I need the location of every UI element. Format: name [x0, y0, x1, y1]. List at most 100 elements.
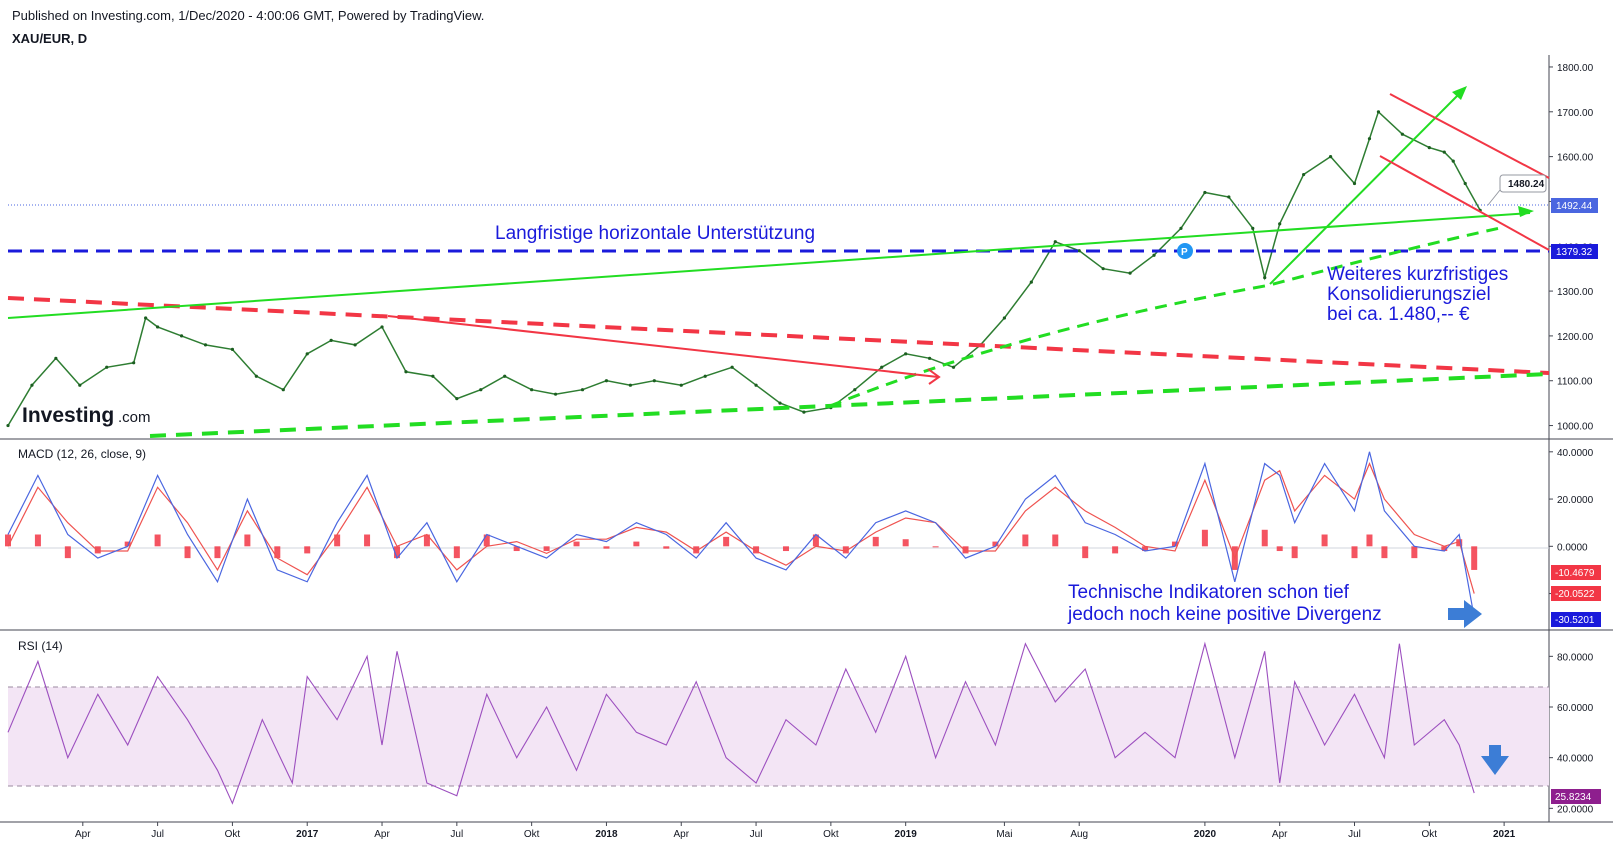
- macd-hist-bar: [543, 546, 550, 552]
- time-tick-label: Apr: [673, 829, 689, 840]
- svg-text:25.8234: 25.8234: [1555, 792, 1592, 803]
- macd-hist-bar: [782, 546, 789, 552]
- macd-hist-bar: [393, 546, 400, 559]
- macd-hist-bar: [962, 546, 969, 554]
- rsi-line: [7, 641, 1475, 805]
- red-dashed-trendline[interactable]: [7, 296, 1550, 375]
- macd-hist-bar: [1471, 546, 1478, 570]
- macd-hist-bar: [364, 534, 371, 547]
- macd-hist-bar: [633, 541, 640, 547]
- price-point: [679, 383, 683, 387]
- macd-hist-bar: [513, 546, 520, 552]
- green-dashed-curve[interactable]: [829, 226, 1501, 408]
- price-point: [503, 374, 507, 378]
- time-tick-label: Aug: [1070, 829, 1088, 840]
- macd-hist-bar: [872, 536, 879, 547]
- macd-hist-bar: [1351, 546, 1358, 559]
- macd-hist-bar: [723, 536, 730, 547]
- svg-text:.com: .com: [118, 409, 151, 426]
- green-dashed-lower-trendline[interactable]: [149, 372, 1550, 438]
- price-point: [1376, 110, 1381, 114]
- support-price-badge: 1379.32: [1551, 244, 1598, 259]
- macd-hist-bar: [812, 534, 819, 547]
- price-point: [1278, 222, 1282, 226]
- green-long-trendline[interactable]: [7, 212, 1531, 319]
- price-point: [530, 388, 534, 392]
- red-channel-upper[interactable]: [1389, 93, 1550, 179]
- macd-hist-bar: [274, 546, 281, 559]
- time-tick-label: Jul: [450, 829, 463, 840]
- svg-text:-10.4679: -10.4679: [1555, 568, 1595, 579]
- price-tick-label: 1000.00: [1557, 422, 1594, 433]
- time-tick-label: Okt: [225, 829, 241, 840]
- time-tick-label: Apr: [374, 829, 390, 840]
- price-point: [230, 347, 235, 351]
- time-tick-label: 2017: [296, 829, 319, 840]
- price-point: [105, 365, 109, 369]
- price-point: [305, 352, 309, 356]
- svg-text:-30.5201: -30.5201: [1555, 615, 1595, 626]
- red-channel-lower[interactable]: [1379, 155, 1550, 251]
- price-point: [1463, 181, 1467, 186]
- price-line: [7, 110, 1481, 426]
- time-tick-label: 2021: [1493, 829, 1516, 840]
- price-point: [778, 401, 782, 405]
- macd-signal-line: [7, 462, 1475, 594]
- price-point: [628, 383, 632, 387]
- price-marker-p[interactable]: [1177, 243, 1193, 259]
- green-right-arrowhead: [1518, 206, 1534, 217]
- price-point: [880, 365, 884, 369]
- macd-hist-bar: [663, 546, 670, 549]
- macd-hist-bar: [1022, 534, 1029, 547]
- target-annotation-2: Konsolidierungsziel: [1327, 284, 1491, 305]
- svg-text:Investing: Investing: [22, 404, 114, 427]
- price-point: [1152, 253, 1156, 257]
- macd-hist-bar: [64, 546, 71, 559]
- macd-hist-bar: [1142, 546, 1149, 552]
- macd-hist-bar: [1171, 541, 1178, 547]
- macd-value-badge-1: -10.4679: [1551, 565, 1601, 580]
- target-callout-text: 1480.24: [1508, 179, 1545, 190]
- price-point: [1352, 181, 1357, 186]
- macd-hist-bar: [1201, 529, 1208, 547]
- macd-hist-bar: [483, 534, 490, 547]
- green-up-arrow-line[interactable]: [1269, 89, 1464, 285]
- rsi-series-group: [7, 641, 1475, 805]
- price-point: [928, 356, 932, 360]
- price-series-group: [6, 110, 1482, 428]
- price-point: [1427, 146, 1431, 150]
- macd-hist-bar: [94, 546, 101, 554]
- price-point: [156, 325, 160, 329]
- drawings: P: [7, 86, 1550, 438]
- time-tick-label: 2020: [1194, 829, 1217, 840]
- macd-tick-label: 20.0000: [1557, 495, 1594, 506]
- price-point: [1328, 155, 1333, 159]
- rsi-tick-label: 60.0000: [1557, 703, 1594, 714]
- rsi-tick-label: 80.0000: [1557, 652, 1594, 663]
- macd-tick-label: 40.0000: [1557, 448, 1594, 459]
- price-point: [1101, 267, 1105, 271]
- macd-hist-bar: [34, 534, 41, 547]
- price-point: [281, 388, 285, 392]
- green-up-arrowhead: [1452, 86, 1467, 100]
- price-point: [754, 383, 758, 387]
- price-point: [380, 325, 384, 329]
- published-line: Published on Investing.com, 1/Dec/2020 -…: [12, 8, 485, 23]
- last-price-badge: 1492.44: [1551, 198, 1598, 213]
- svg-text:-20.0522: -20.0522: [1555, 589, 1595, 600]
- macd-hist-bar: [124, 541, 131, 547]
- target-annotation-3: bei ca. 1.480,-- €: [1327, 304, 1470, 325]
- time-tick-label: Jul: [151, 829, 164, 840]
- time-tick-label: Jul: [1348, 829, 1361, 840]
- time-tick-label: 2019: [895, 829, 918, 840]
- time-tick-label: Okt: [823, 829, 839, 840]
- time-tick-label: Apr: [75, 829, 91, 840]
- macd-hist-bar: [304, 546, 311, 554]
- macd-hist-bar: [184, 546, 191, 559]
- red-trend-arrow-line[interactable]: [387, 315, 939, 378]
- macd-hist-bar: [1112, 546, 1119, 554]
- svg-text:1492.44: 1492.44: [1556, 201, 1593, 212]
- price-tick-label: 1600.00: [1557, 153, 1594, 164]
- time-tick-label: Jul: [750, 829, 763, 840]
